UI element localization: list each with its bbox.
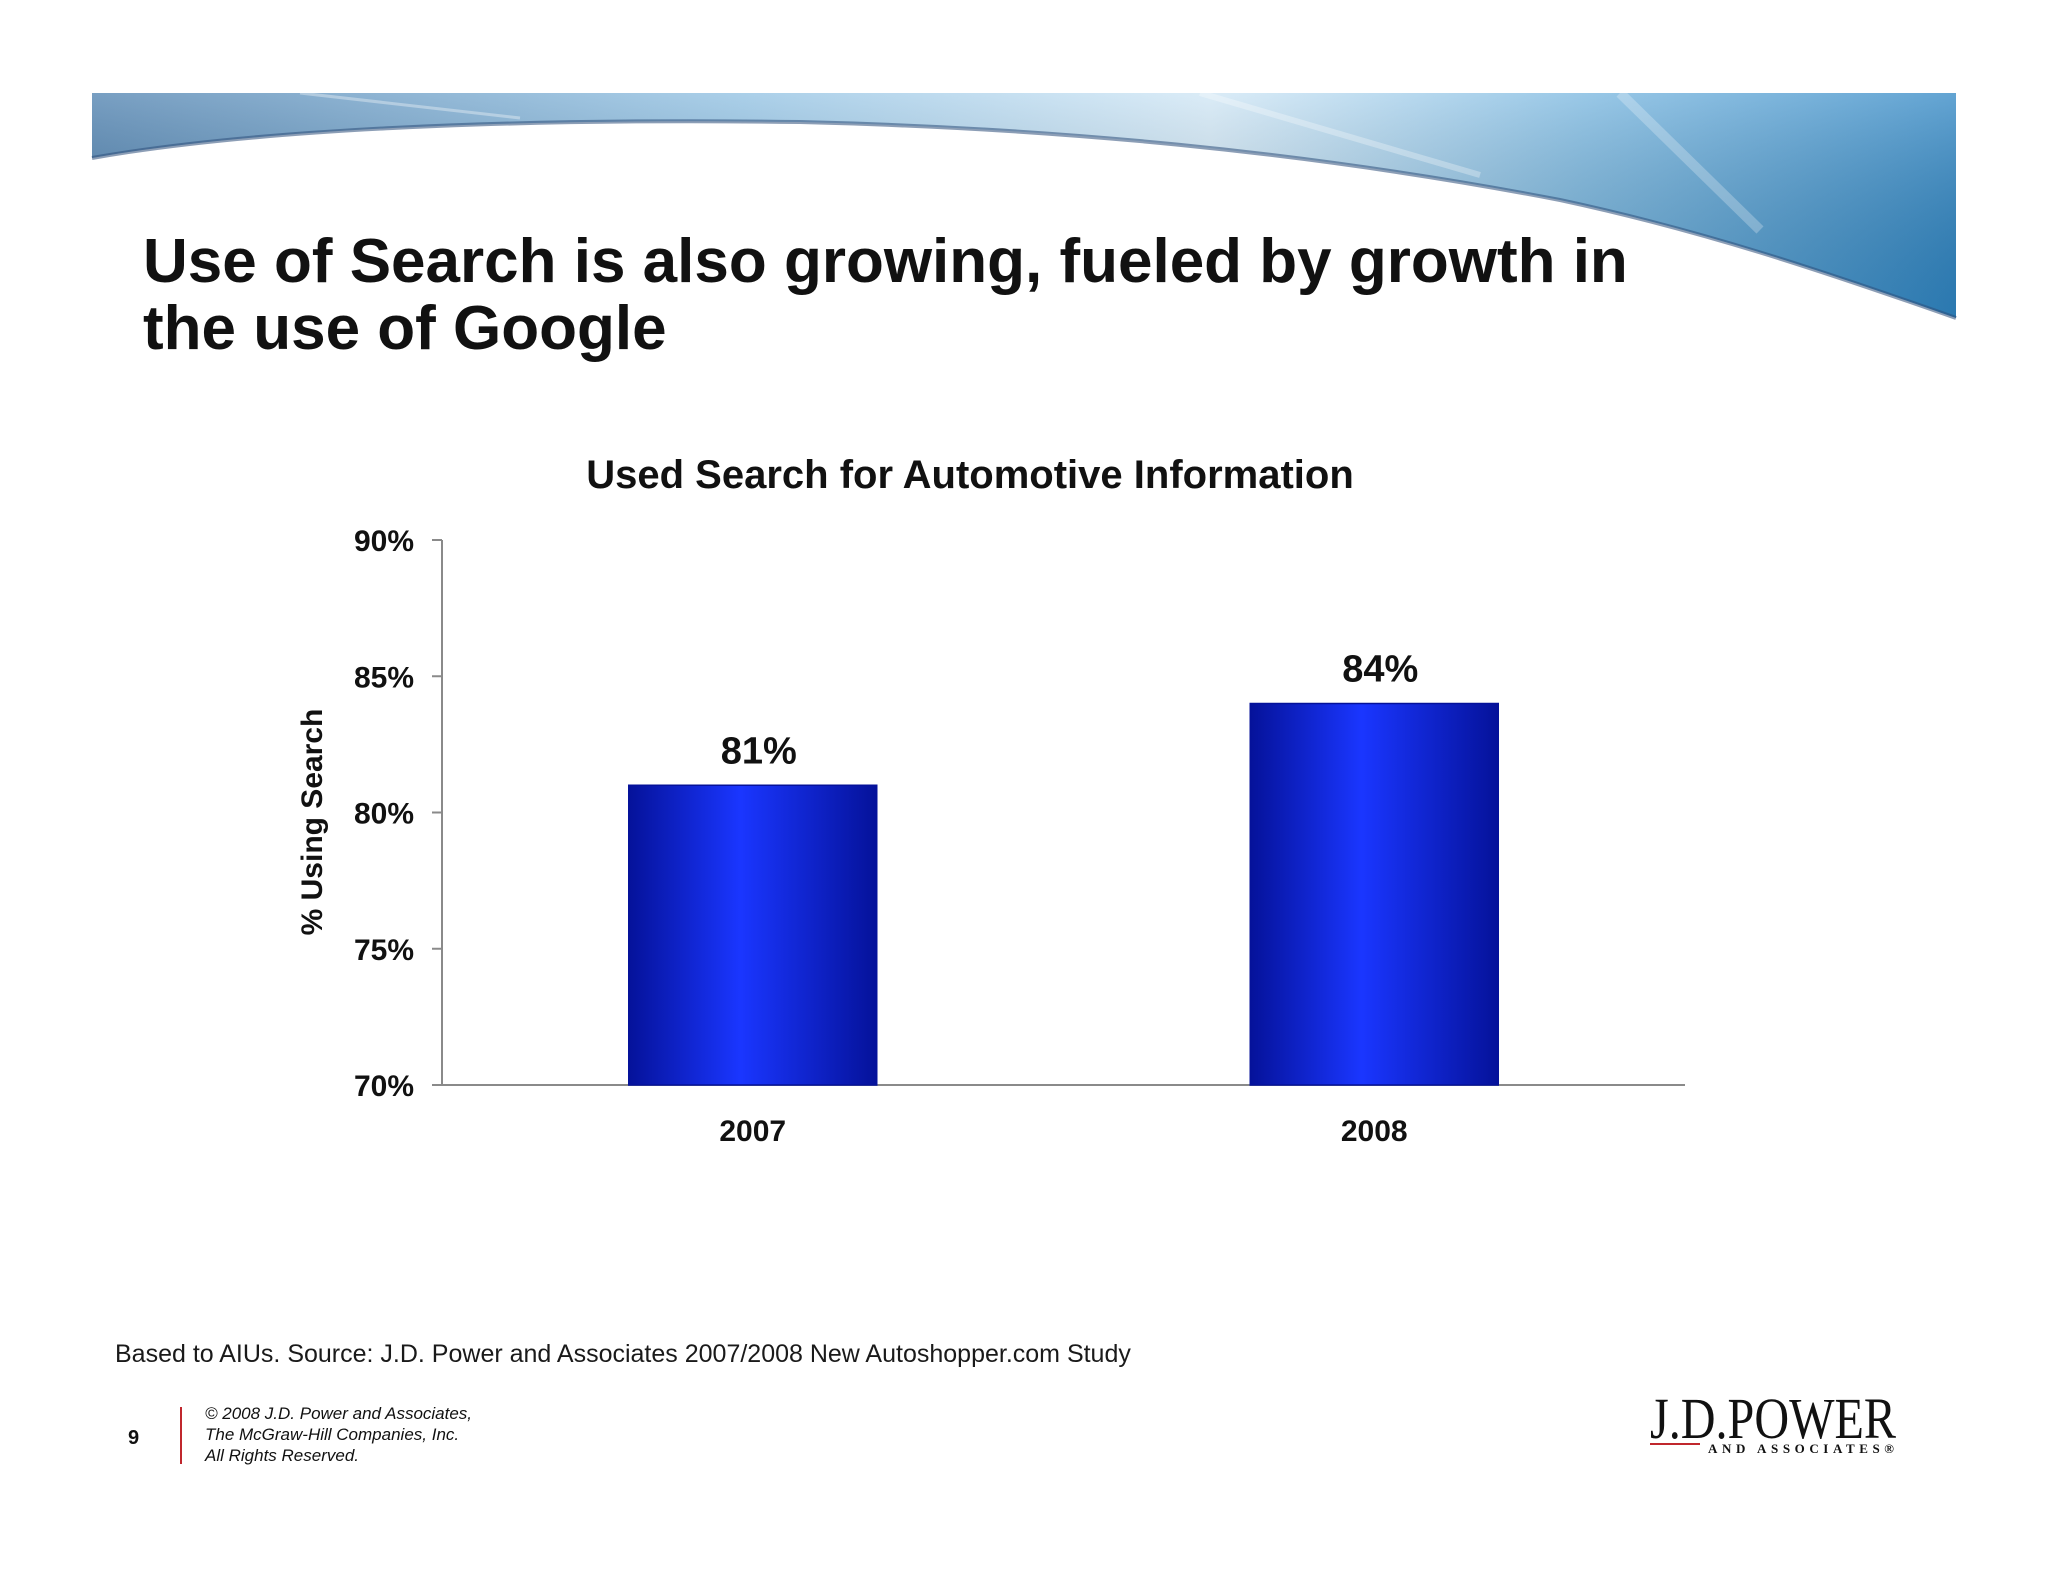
jd-power-logo: J.D.POWER AND ASSOCIATES®	[1650, 1386, 1896, 1456]
y-tick-label: 85%	[354, 661, 414, 694]
copyright-line-1: © 2008 J.D. Power and Associates,	[205, 1404, 473, 1423]
logo-tagline: AND ASSOCIATES®	[1708, 1441, 1894, 1456]
data-label-2008: 84%	[1342, 649, 1418, 691]
y-axis-label: % Using Search	[296, 709, 329, 936]
bar-2007	[628, 784, 878, 1086]
x-tick-label: 2007	[719, 1115, 786, 1148]
chart-title: Used Search for Automotive Information	[586, 453, 1354, 497]
y-tick-label: 90%	[354, 525, 414, 558]
bar-2008	[1249, 702, 1499, 1086]
page-number: 9	[128, 1427, 140, 1449]
y-tick-label: 80%	[354, 798, 414, 831]
data-label-2007: 81%	[721, 730, 797, 772]
y-tick-label: 75%	[354, 934, 414, 967]
slide-title-line-2: the use of Google	[143, 294, 667, 363]
copyright-line-2: The McGraw-Hill Companies, Inc.	[205, 1425, 460, 1444]
x-tick-label: 2008	[1341, 1115, 1408, 1148]
slide-title-line-1: Use of Search is also growing, fueled by…	[143, 227, 1628, 296]
logo-wordmark: J.D.POWER	[1650, 1386, 1896, 1451]
source-note: Based to AIUs. Source: J.D. Power and As…	[115, 1340, 1131, 1368]
copyright-line-3: All Rights Reserved.	[205, 1446, 360, 1465]
copyright-notice: © 2008 J.D. Power and Associates, The Mc…	[205, 1403, 472, 1466]
y-axis-ticks: 90% 85% 80% 75% 70%	[354, 525, 442, 1103]
bars: 81% 84%	[628, 649, 1499, 1086]
footer-divider	[180, 1407, 182, 1464]
slide-title: Use of Search is also growing, fueled by…	[143, 228, 1743, 362]
header-banner	[91, 89, 1957, 320]
y-tick-label: 70%	[354, 1070, 414, 1103]
x-axis-labels: 2007 2008	[719, 1115, 1407, 1148]
